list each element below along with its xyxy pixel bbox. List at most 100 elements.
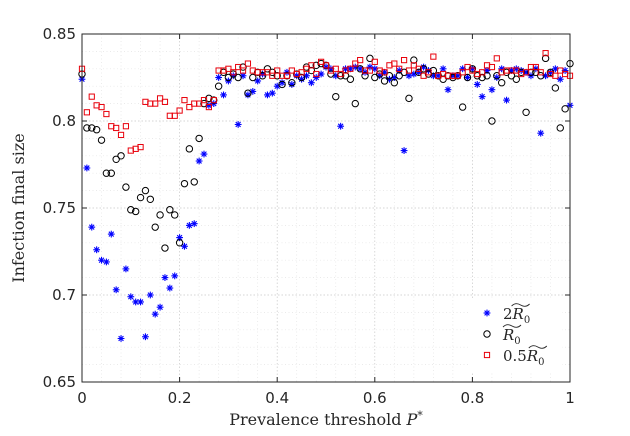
- data-point-square: [532, 63, 539, 71]
- data-point-circle: [424, 70, 433, 78]
- data-point-circle: [214, 82, 223, 90]
- data-point-circle: [88, 124, 96, 132]
- data-point-asterisk-stroke: [128, 293, 134, 300]
- data-point-circle: [512, 75, 521, 83]
- data-point-square: [479, 69, 486, 76]
- data-point-square: [152, 100, 159, 107]
- data-point-square: [430, 53, 437, 60]
- data-point-square: [103, 110, 110, 118]
- x-tick-label: 0: [77, 389, 87, 407]
- data-point-circle: [210, 96, 218, 104]
- legend-label-subscript: 0: [538, 357, 544, 368]
- data-point-circle: [83, 124, 91, 132]
- data-point-asterisk-stroke: [415, 69, 422, 76]
- legend-marker-square: [483, 351, 491, 359]
- data-point-circle: [493, 72, 501, 80]
- x-axis-title-star: *: [417, 409, 423, 422]
- data-point-asterisk: [142, 333, 149, 341]
- legend-label-coef: 2: [503, 305, 513, 323]
- data-point-square: [225, 65, 232, 72]
- y-tick-label: 0.65: [43, 373, 76, 391]
- data-point-circle: [185, 145, 194, 153]
- data-point-square: [396, 65, 403, 72]
- data-point-asterisk-stroke: [372, 66, 378, 72]
- series-square: [78, 50, 574, 154]
- data-point-circle: [263, 65, 272, 73]
- data-point-circle: [444, 72, 452, 80]
- data-point-circle: [327, 70, 335, 78]
- data-point-circle: [107, 169, 115, 177]
- data-point-asterisk-stroke: [313, 74, 320, 81]
- data-point-circle: [439, 75, 447, 83]
- data-point-asterisk-stroke: [557, 76, 564, 83]
- legend-tilde: [502, 324, 522, 328]
- data-point-asterisk-stroke: [118, 335, 124, 342]
- data-point-circle: [283, 72, 291, 80]
- data-point-circle: [171, 211, 179, 219]
- data-point-circle: [336, 72, 345, 80]
- data-point-circle: [112, 155, 120, 163]
- data-point-square: [313, 70, 320, 78]
- data-point-square: [557, 67, 564, 74]
- data-point-asterisk-stroke: [484, 67, 490, 74]
- data-point-square: [117, 131, 125, 139]
- data-point-asterisk-stroke: [318, 71, 324, 77]
- legend-label-subscript: 0: [524, 315, 530, 326]
- data-point-circle: [317, 59, 325, 68]
- data-point-square: [332, 65, 339, 72]
- data-point-asterisk-stroke: [259, 71, 266, 77]
- data-point-asterisk-stroke: [562, 67, 568, 74]
- data-point-asterisk-stroke: [547, 69, 554, 76]
- data-point-asterisk: [556, 75, 564, 83]
- data-point-circle: [97, 136, 106, 144]
- data-point-asterisk: [561, 67, 569, 74]
- data-point-square: [137, 144, 144, 151]
- data-point-asterisk-stroke: [215, 74, 222, 81]
- y-tick-label: 0.7: [52, 286, 76, 304]
- legend-label: R0: [502, 326, 521, 347]
- data-point-square: [274, 67, 281, 74]
- data-point-square: [244, 60, 252, 67]
- data-point-circle: [537, 72, 545, 80]
- y-tick-label: 0.85: [43, 25, 76, 43]
- data-point-asterisk: [268, 89, 276, 97]
- data-point-asterisk: [146, 291, 154, 299]
- data-point-circle: [551, 84, 560, 92]
- data-point-asterisk-stroke: [337, 123, 344, 130]
- data-point-circle: [366, 54, 374, 63]
- data-point-square: [366, 67, 374, 74]
- data-point-asterisk: [83, 164, 91, 172]
- data-point-circle: [288, 79, 296, 87]
- legend-label-coef: 0.5: [503, 347, 527, 365]
- data-point-square: [464, 63, 471, 71]
- data-point-square: [400, 57, 408, 64]
- data-point-asterisk-stroke: [298, 76, 305, 83]
- data-point-square: [415, 65, 422, 72]
- data-point-circle: [307, 66, 316, 75]
- data-point-square: [488, 63, 496, 71]
- data-point-square: [381, 69, 388, 76]
- data-point-asterisk-stroke: [342, 66, 349, 72]
- data-point-asterisk-stroke: [494, 74, 500, 81]
- data-point-circle: [322, 61, 330, 70]
- data-point-square: [357, 57, 364, 64]
- data-point-circle: [136, 193, 145, 202]
- data-point-circle: [356, 65, 364, 73]
- series-layer: [78, 50, 574, 342]
- data-point-circle: [449, 73, 457, 82]
- data-point-circle: [488, 117, 496, 125]
- legend-marker-asterisk-stroke: [484, 310, 490, 316]
- data-point-asterisk: [200, 150, 208, 158]
- data-point-square: [493, 55, 500, 62]
- data-point-asterisk-stroke: [113, 286, 119, 293]
- data-point-circle: [268, 68, 277, 76]
- data-point-asterisk-stroke: [401, 147, 407, 154]
- data-point-circle: [297, 73, 306, 82]
- data-point-asterisk-stroke: [152, 311, 158, 317]
- legend-label: 0.5R0: [503, 347, 545, 368]
- data-point-asterisk: [254, 77, 262, 85]
- data-point-square: [352, 60, 359, 67]
- data-point-circle: [546, 68, 555, 76]
- data-point-asterisk-stroke: [396, 67, 402, 74]
- data-point-square: [322, 62, 330, 69]
